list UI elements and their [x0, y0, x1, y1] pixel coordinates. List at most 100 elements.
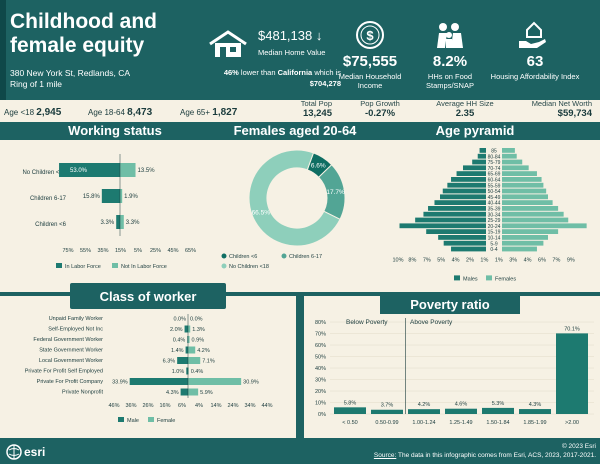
x-tick-label: < 0.50	[342, 420, 357, 426]
legend-swatch	[112, 263, 118, 268]
bar-not-in-labor-force	[120, 163, 136, 177]
bar-male	[423, 211, 486, 217]
x-tick-label: 1.00-1.24	[412, 420, 435, 426]
tick-label: 75%	[62, 248, 73, 254]
data-label: 5.3%	[492, 401, 505, 407]
bar-female	[502, 171, 537, 176]
bar-female	[502, 148, 515, 153]
stat-median-household-income: $75,555 Median Household Income	[330, 53, 410, 90]
data-label: 0.0%	[173, 317, 186, 323]
y-tick-label: 80%	[315, 320, 326, 326]
legend-swatch	[148, 417, 154, 422]
age-label: 30-34	[488, 212, 501, 218]
tick-label: 24%	[227, 403, 238, 409]
legend-label: No Children <18	[229, 264, 269, 270]
data-label: 4.6%	[455, 402, 468, 408]
poverty-bar	[482, 407, 514, 414]
page-title: Childhood and female equity	[10, 10, 157, 57]
y-tick-label: 60%	[315, 343, 326, 349]
age-label: 25-29	[488, 218, 501, 224]
bar-female	[502, 206, 559, 211]
bar-male	[415, 217, 486, 223]
tick-label: 15%	[115, 248, 126, 254]
legend-label: Females	[495, 276, 516, 282]
age-label: 5-9	[490, 241, 497, 247]
category-label: Federal Government Worker	[33, 337, 103, 343]
bar-male	[479, 148, 486, 153]
bar-female	[188, 367, 189, 375]
bar-male	[463, 165, 486, 171]
bar-female	[502, 159, 523, 165]
avg-hh-size: Average HH Size 2.35	[436, 99, 494, 119]
females-pie-chart: 6.6% 17.7% 66.5% Children <6 Children 6-17 No…	[221, 149, 346, 270]
bar-male	[443, 240, 486, 246]
data-label: 3.3%	[126, 220, 140, 226]
y-tick-label: 0%	[318, 412, 326, 418]
bar-female	[502, 217, 569, 223]
tick-label: 36%	[125, 403, 136, 409]
age-pyramid-chart: 8580-8475-7970-7465-6960-6455-5950-5445-…	[392, 148, 587, 282]
stat-label: HHs on Food Stamps/SNAP	[426, 72, 474, 90]
category-label: Unpaid Family Worker	[49, 316, 103, 322]
bar-female	[188, 388, 199, 396]
category-label: Private Nonprofit	[62, 390, 103, 396]
bar-female	[502, 182, 544, 188]
bar-female	[188, 336, 190, 343]
age-18-64: Age 18-64 8,473	[88, 107, 153, 118]
data-label: 7.1%	[202, 359, 215, 365]
class-of-worker-chart: Unpaid Family Worker 0.0% 0.0% Self-Employe…	[25, 314, 273, 424]
class-panel	[0, 296, 296, 438]
age-pyramid-title: Age pyramid	[435, 123, 515, 138]
bar-not-in-labor-force	[120, 215, 124, 229]
tick-label: 34%	[244, 403, 255, 409]
pop-growth: Pop Growth -0.27%	[360, 99, 400, 119]
data-label: 15.8%	[83, 194, 101, 200]
source-label[interactable]: Source:	[373, 452, 397, 459]
legend-label: Males	[463, 276, 478, 282]
x-tick-label: 1.50-1.84	[486, 420, 509, 426]
bar-male	[177, 357, 188, 364]
working-status-title: Working status	[68, 123, 162, 138]
category-label: Children 6-17	[30, 196, 67, 202]
header-accent	[0, 0, 6, 100]
legend-swatch	[454, 275, 460, 281]
poverty-ratio-chart: 0% 10% 20% 30% 40% 50% 60% 70% 80% 5.8% < 0.50 3.7%…	[315, 318, 594, 426]
class-title-tab	[70, 283, 226, 309]
median-home-value-label: Median Home Value	[258, 48, 326, 57]
y-tick-label: 40%	[315, 366, 326, 372]
age-label: 60-64	[488, 178, 501, 184]
bar-male	[451, 246, 486, 252]
bar-male	[129, 378, 188, 385]
legend-swatch	[118, 417, 124, 422]
tick-label: 1%	[480, 257, 488, 263]
bar-female	[502, 235, 548, 240]
legend-swatch	[486, 275, 492, 281]
tick-label: 25%	[150, 248, 161, 254]
tick-label: 26%	[142, 403, 153, 409]
pie-slice	[248, 149, 341, 247]
slice-label: 6.6%	[311, 162, 326, 169]
age-label: 0-4	[490, 247, 497, 253]
tick-label: 44%	[261, 403, 272, 409]
tick-label: 14%	[210, 403, 221, 409]
legend-dot	[221, 253, 227, 259]
bar-male	[440, 194, 486, 200]
age-label: 20-24	[488, 224, 501, 230]
annotation-above-poverty: Above Poverty	[410, 319, 453, 326]
legend-label: Male	[127, 418, 139, 424]
poverty-bar	[556, 333, 588, 414]
bar-female	[188, 357, 201, 364]
data-label: 3.3%	[101, 220, 115, 226]
tick-label: 6%	[178, 403, 186, 409]
tick-label: 46%	[108, 403, 119, 409]
legend-label: Children <6	[229, 254, 257, 260]
svg-text:$: $	[366, 28, 374, 43]
bar-male	[399, 223, 486, 229]
x-tick-label: 1.85-1.99	[523, 420, 546, 426]
bar-male	[187, 336, 188, 343]
house-icon	[209, 30, 247, 57]
tick-label: 9%	[567, 257, 575, 263]
bar-female	[188, 325, 191, 333]
data-label: 5.9%	[200, 390, 213, 396]
category-label: State Government Worker	[39, 348, 103, 354]
